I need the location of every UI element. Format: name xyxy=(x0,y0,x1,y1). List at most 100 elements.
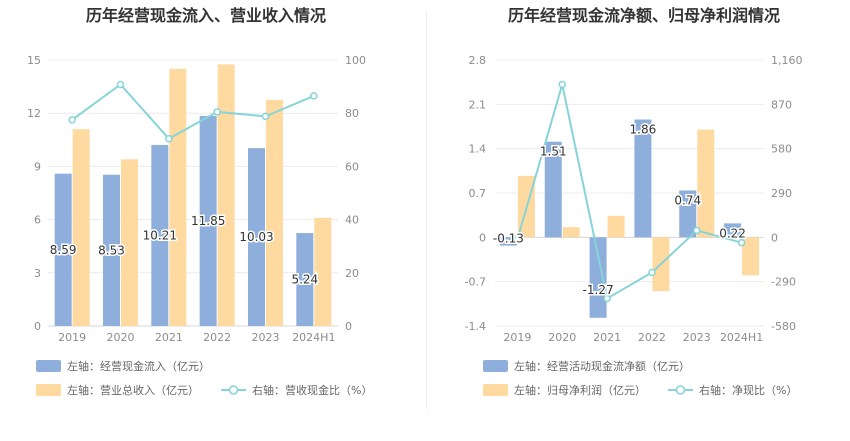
legend-swatch xyxy=(36,384,61,396)
left-axis-tick: 0 xyxy=(479,231,486,244)
bar-value-label: 1.51 xyxy=(540,145,567,159)
bar-secondary xyxy=(742,237,760,276)
bar-primary xyxy=(296,233,314,326)
left-axis-tick: 2.1 xyxy=(469,98,487,111)
bar-secondary xyxy=(169,68,187,326)
chart-panel-2: 历年经营现金流净额、归母净利润情况 -1.4 -0.7 0 0.7 1.4 2.1 2.8 -5… xyxy=(465,6,803,397)
x-axis-tick: 2024H1 xyxy=(292,331,335,344)
left-axis-tick: 6 xyxy=(34,214,41,227)
bar-value-label: 1.86 xyxy=(630,123,657,137)
panel-divider xyxy=(426,10,427,410)
ratio-point xyxy=(513,235,522,244)
bar-primary xyxy=(54,173,72,326)
bar-primary xyxy=(499,237,517,246)
bar-value-label: 11.85 xyxy=(191,214,225,228)
bar-primary xyxy=(248,148,265,326)
ratio-point xyxy=(68,116,76,124)
x-axis-tick: 2021 xyxy=(155,331,183,344)
legend-label: 右轴：营收现金比（%） xyxy=(252,383,372,397)
ratio-point xyxy=(558,80,566,89)
right-axis-tick: -290 xyxy=(771,276,796,289)
left-axis-tick: 9 xyxy=(34,160,41,173)
bar-value-label: 8.53 xyxy=(98,243,125,257)
bar-primary xyxy=(679,190,697,238)
right-axis-tick: 0 xyxy=(345,320,352,333)
legend-line-marker xyxy=(228,385,239,395)
chart-title: 历年经营现金流净额、归母净利润情况 xyxy=(508,6,780,25)
legend-swatch xyxy=(36,360,61,372)
bar-secondary xyxy=(562,227,580,238)
x-axis-tick: 2022 xyxy=(203,331,231,344)
bar-value-label: 10.21 xyxy=(143,228,177,242)
legend-swatch xyxy=(483,360,508,372)
bar-value-label: -1.27 xyxy=(583,283,614,297)
x-axis-tick: 2021 xyxy=(593,331,621,344)
ratio-point xyxy=(165,134,173,143)
bar-primary xyxy=(544,141,562,238)
left-axis-tick: 0 xyxy=(34,320,41,333)
x-axis-tick: 2022 xyxy=(638,331,666,344)
right-axis-tick: -580 xyxy=(771,320,796,333)
ratio-line xyxy=(516,84,742,301)
ratio-point xyxy=(603,294,611,303)
right-axis-tick: 40 xyxy=(345,214,359,227)
bar-secondary xyxy=(697,129,715,238)
ratio-point xyxy=(737,238,746,247)
right-axis-tick: 1,160 xyxy=(771,54,803,67)
right-axis-tick: 100 xyxy=(345,54,366,67)
bar-value-label: 0.22 xyxy=(719,226,746,240)
bar-secondary xyxy=(72,129,90,326)
left-axis-tick: 0.7 xyxy=(469,187,487,200)
x-axis-tick: 2024H1 xyxy=(720,331,763,344)
bar-secondary xyxy=(121,159,138,326)
chart-panel-1: 历年经营现金流入、营业收入情况 0 3 6 9 12 15 0 20 40 60 80 100 2019 2… xyxy=(27,6,372,397)
bar-primary xyxy=(151,144,169,326)
legend-swatch xyxy=(483,384,508,396)
left-axis-tick: 12 xyxy=(27,107,41,120)
bar-primary xyxy=(634,119,652,238)
bar-value-label: 8.59 xyxy=(50,243,77,257)
x-axis-tick: 2023 xyxy=(252,331,280,344)
bar-secondary xyxy=(314,217,332,326)
ratio-line xyxy=(71,83,315,140)
bar-primary xyxy=(103,174,120,326)
left-axis-tick: 1.4 xyxy=(469,143,487,156)
bar-secondary xyxy=(607,215,625,238)
x-axis-tick: 2019 xyxy=(503,331,531,344)
right-axis-tick: 290 xyxy=(771,187,792,200)
ratio-point xyxy=(648,268,656,277)
bar-value-label: 10.03 xyxy=(239,230,273,244)
left-axis-tick: -1.4 xyxy=(465,320,486,333)
bar-value-label: 5.24 xyxy=(291,273,318,287)
right-axis-tick: 0 xyxy=(771,231,778,244)
ratio-point xyxy=(213,108,221,116)
right-axis-tick: 870 xyxy=(771,98,792,111)
left-axis-tick: 15 xyxy=(27,54,41,67)
legend-label: 左轴：经营活动现金流净额（亿元） xyxy=(514,359,690,373)
ratio-point xyxy=(116,80,125,89)
legend-label: 左轴：归母净利润（亿元） xyxy=(514,383,646,397)
legend-line-marker xyxy=(675,385,686,395)
bar-secondary xyxy=(266,99,283,327)
left-axis-tick: 3 xyxy=(34,267,41,280)
ratio-point xyxy=(693,226,701,235)
x-axis-tick: 2020 xyxy=(548,331,576,344)
ratio-point xyxy=(310,92,318,100)
legend-label: 右轴：净现比（%） xyxy=(699,383,797,397)
left-axis-tick: 2.8 xyxy=(469,54,487,67)
x-axis-tick: 2023 xyxy=(683,331,711,344)
x-axis-tick: 2019 xyxy=(58,331,86,344)
right-axis-tick: 80 xyxy=(345,107,359,120)
right-axis-tick: 580 xyxy=(771,143,792,156)
bar-secondary xyxy=(217,64,235,326)
ratio-point xyxy=(261,112,270,121)
right-axis-tick: 20 xyxy=(345,267,359,280)
x-axis-tick: 2020 xyxy=(107,331,135,344)
legend-label: 左轴：经营现金流入（亿元） xyxy=(67,359,210,373)
bar-primary xyxy=(589,237,607,318)
bar-primary xyxy=(199,115,217,326)
right-axis-tick: 60 xyxy=(345,160,359,173)
bar-value-label: -0.13 xyxy=(493,231,524,245)
bar-primary xyxy=(724,223,742,238)
